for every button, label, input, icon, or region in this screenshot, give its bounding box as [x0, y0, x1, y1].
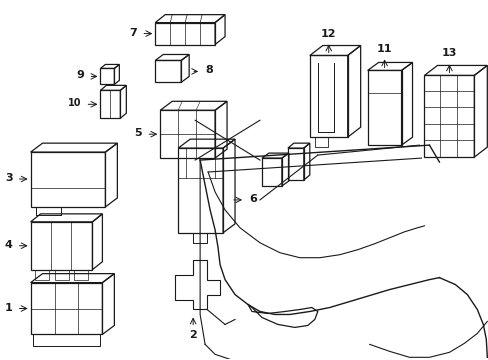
Text: 4: 4	[5, 240, 13, 250]
Text: 2: 2	[189, 330, 197, 341]
Text: 10: 10	[68, 98, 81, 108]
Text: 1: 1	[5, 302, 13, 312]
Text: 11: 11	[376, 44, 391, 54]
Text: 3: 3	[5, 173, 13, 183]
Text: 6: 6	[248, 194, 256, 204]
Text: 5: 5	[134, 128, 142, 138]
Text: 13: 13	[441, 49, 456, 58]
Text: 9: 9	[77, 71, 84, 80]
Text: 7: 7	[129, 28, 137, 37]
Text: 8: 8	[205, 66, 213, 76]
Text: 12: 12	[320, 28, 336, 39]
